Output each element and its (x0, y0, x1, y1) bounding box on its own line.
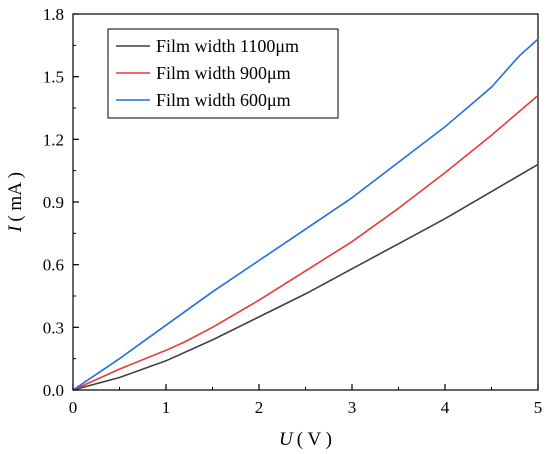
x-axis-title: U( V ) (279, 429, 332, 450)
y-tick-label: 1.8 (43, 5, 64, 24)
y-axis-variable: I (5, 224, 26, 233)
legend: Film width 1100μm Film width 900μm Film wi… (107, 28, 339, 119)
series-layer (72, 38, 539, 391)
x-tick-label: 2 (255, 398, 264, 417)
y-axis-label: I ( mA ) (5, 172, 26, 233)
legend-label-2: Film width 900μm (156, 63, 291, 83)
legend-label-3: Film width 600μm (156, 90, 291, 110)
y-tick-label: 1.5 (43, 68, 64, 87)
x-axis-unit: ( V ) (297, 429, 332, 450)
x-tick-label: 3 (348, 398, 357, 417)
x-tick-label: 4 (441, 398, 450, 417)
y-tick-label: 0.0 (43, 381, 64, 400)
x-tick-label: 1 (162, 398, 171, 417)
series-line-2 (72, 94, 539, 391)
y-tick-label: 0.9 (43, 193, 64, 212)
y-axis-title: I ( mA ) (5, 172, 26, 233)
plot-area: 0 1 2 3 4 5 0.0 0.3 0.6 0.9 1.2 1.5 1.8 (43, 5, 543, 417)
y-tick-label: 0.6 (43, 256, 64, 275)
x-tick-label: 5 (534, 398, 543, 417)
x-axis-label: U( V ) (279, 429, 332, 450)
x-tick-label: 0 (69, 398, 78, 417)
y-axis-unit: ( mA ) (5, 172, 26, 222)
series-line-3 (72, 38, 539, 391)
series-line-1 (72, 163, 539, 391)
legend-label-1: Film width 1100μm (156, 36, 299, 56)
x-axis-variable: U (279, 429, 294, 450)
y-axis-ticks: 0.0 0.3 0.6 0.9 1.2 1.5 1.8 (43, 5, 79, 400)
x-axis-ticks: 0 1 2 3 4 5 (69, 384, 543, 417)
y-tick-label: 1.2 (43, 130, 64, 149)
y-tick-label: 0.3 (43, 318, 64, 337)
